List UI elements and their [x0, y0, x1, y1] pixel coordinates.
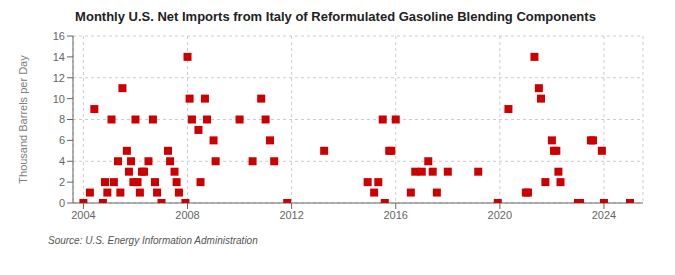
svg-text:4: 4 — [59, 155, 65, 167]
svg-text:10: 10 — [53, 93, 65, 105]
svg-text:2020: 2020 — [488, 209, 512, 221]
svg-text:2024: 2024 — [592, 209, 616, 221]
svg-text:2012: 2012 — [279, 209, 303, 221]
svg-text:2016: 2016 — [383, 209, 407, 221]
svg-text:14: 14 — [53, 51, 65, 63]
svg-text:12: 12 — [53, 72, 65, 84]
svg-text:2008: 2008 — [175, 209, 199, 221]
svg-text:0: 0 — [59, 197, 65, 209]
svg-text:Thousand Barrels per Day: Thousand Barrels per Day — [17, 55, 29, 184]
svg-text:6: 6 — [59, 134, 65, 146]
svg-text:2: 2 — [59, 176, 65, 188]
svg-text:8: 8 — [59, 113, 65, 125]
svg-text:2004: 2004 — [71, 209, 95, 221]
html-text:Source: U.S. Energy Informatio: Source: U.S. Energy Information Administ… — [48, 235, 258, 246]
html-text:Monthly U.S. Net Imports from: Monthly U.S. Net Imports from Italy of R… — [75, 9, 596, 24]
svg-text:16: 16 — [53, 30, 65, 42]
